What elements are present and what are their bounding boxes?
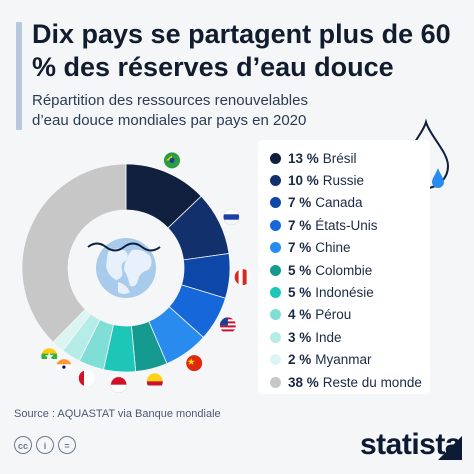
legend-swatch (270, 354, 281, 366)
donut-slice-reste-du-monde (21, 163, 127, 343)
legend-item: 7 % Chine (270, 238, 351, 258)
legend-value: 3 % (288, 329, 312, 345)
legend-swatch (270, 152, 281, 164)
legend-item: 10 % Russie (270, 170, 364, 190)
legend-value: 7 % (288, 195, 312, 211)
legend-label: Brésil (322, 150, 357, 166)
legend-swatch (270, 197, 281, 209)
cc-icon[interactable]: cc (14, 436, 32, 454)
legend-swatch (270, 219, 281, 231)
legend-label: Colombie (315, 262, 373, 278)
page-subtitle: Répartition des ressources renouvelables… (32, 92, 308, 129)
legend-item: 5 % Colombie (270, 260, 372, 280)
legend-label: Canada (315, 195, 363, 211)
legend-value: 13 % (288, 150, 319, 166)
myanmar-flag-icon (41, 348, 58, 361)
legend-value: 10 % (288, 172, 319, 188)
legend-label: Inde (315, 329, 342, 345)
legend-swatch (270, 286, 281, 298)
legend-label: Pérou (315, 307, 352, 323)
indonesia-flag-icon (110, 376, 127, 394)
legend-value: 4 % (288, 307, 312, 323)
legend-item: 3 % Inde (270, 327, 342, 347)
legend-label: Russie (322, 172, 365, 188)
person-icon[interactable]: i (36, 436, 54, 454)
legend-swatch (270, 264, 281, 276)
legend-swatch (270, 376, 281, 388)
legend-value: 38 % (288, 374, 319, 390)
canada-flag-icon (234, 269, 251, 286)
legend-value: 5 % (288, 262, 312, 278)
legend-item: 38 % Reste du monde (270, 372, 422, 392)
title-accent-bar (16, 22, 22, 130)
usa-flag-icon (219, 317, 236, 334)
legend-label: Reste du monde (322, 374, 422, 390)
colombia-flag-icon (146, 373, 163, 386)
license-icons: cc i = (14, 436, 76, 454)
legend-swatch (270, 174, 281, 186)
peru-flag-icon (78, 370, 95, 387)
legend-item: 7 % États-Unis (270, 215, 378, 235)
legend-item: 4 % Pérou (270, 305, 351, 325)
legend-label: Chine (315, 240, 351, 256)
legend-value: 5 % (288, 284, 312, 300)
source-note: Source : AQUASTAT via Banque mondiale (14, 408, 221, 420)
legend-item: 5 % Indonésie (270, 282, 374, 302)
legend-label: Indonésie (315, 284, 374, 300)
legend-label: États-Unis (315, 217, 378, 233)
legend-item: 13 % Brésil (270, 148, 357, 168)
legend-label: Myanmar (315, 352, 372, 368)
legend-swatch (270, 309, 281, 321)
legend-item: 7 % Canada (270, 193, 363, 213)
equals-icon[interactable]: = (58, 436, 76, 454)
legend: 13 % Brésil 10 % Russie 7 % Canada 7 % États-Un… (258, 140, 430, 394)
legend-value: 2 % (288, 352, 312, 368)
india-flag-icon (55, 359, 72, 370)
legend-swatch (270, 331, 281, 343)
legend-swatch (270, 242, 281, 254)
globe-icon (87, 238, 161, 298)
legend-value: 7 % (288, 217, 312, 233)
legend-item: 2 % Myanmar (270, 350, 372, 370)
legend-value: 7 % (288, 240, 312, 256)
russia-flag-icon (223, 208, 240, 226)
brazil-flag-icon (164, 152, 180, 169)
china-flag-icon (186, 355, 203, 372)
page-title: Dix pays se partagent plus de 60 % des r… (32, 19, 451, 82)
